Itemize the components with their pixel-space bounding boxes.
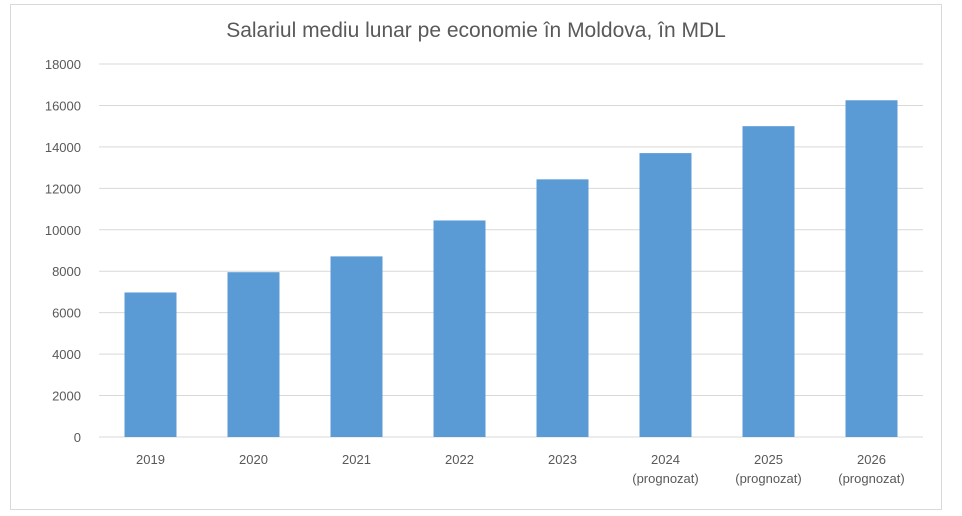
bar — [742, 126, 795, 438]
y-tick-label: 6000 — [52, 306, 81, 321]
x-tick-label: 2024 — [651, 452, 680, 467]
y-tick-label: 12000 — [45, 181, 81, 196]
chart-title: Salariul mediu lunar pe economie în Mold… — [226, 19, 726, 42]
bar — [124, 292, 177, 437]
x-tick-label: 2026 — [857, 452, 886, 467]
y-tick-label: 8000 — [52, 264, 81, 279]
y-tick-label: 16000 — [45, 98, 81, 113]
bar — [330, 256, 383, 437]
grid-lines — [99, 63, 923, 438]
bar — [536, 179, 589, 437]
y-tick-label: 14000 — [45, 140, 81, 155]
x-tick-label: 2025 — [754, 452, 783, 467]
x-tick-label: 2020 — [239, 452, 268, 467]
x-tick-label: 2021 — [342, 452, 371, 467]
y-tick-label: 0 — [74, 430, 81, 445]
bar — [639, 153, 692, 437]
y-tick-label: 18000 — [45, 57, 81, 72]
bar — [845, 100, 898, 437]
bar — [227, 272, 280, 437]
x-axis-ticks: 2019 2020 2021 2022 2023 2024 (prognozat) 2025 (… — [136, 452, 905, 486]
y-tick-label: 2000 — [52, 389, 81, 404]
bar — [433, 220, 486, 437]
x-tick-label: 2019 — [136, 452, 165, 467]
x-tick-label: (prognozat) — [632, 471, 698, 486]
bars — [124, 100, 898, 438]
x-tick-label: (prognozat) — [735, 471, 801, 486]
y-tick-label: 10000 — [45, 223, 81, 238]
x-tick-label: (prognozat) — [838, 471, 904, 486]
y-tick-label: 4000 — [52, 347, 81, 362]
x-tick-label: 2023 — [548, 452, 577, 467]
x-tick-label: 2022 — [445, 452, 474, 467]
bar-chart: 0 2000 4000 6000 8000 10000 12000 14000 16000 180… — [45, 57, 923, 486]
chart-frame: Salariul mediu lunar pe economie în Mold… — [10, 4, 942, 510]
y-axis-ticks: 0 2000 4000 6000 8000 10000 12000 14000 16000 180… — [45, 57, 81, 445]
